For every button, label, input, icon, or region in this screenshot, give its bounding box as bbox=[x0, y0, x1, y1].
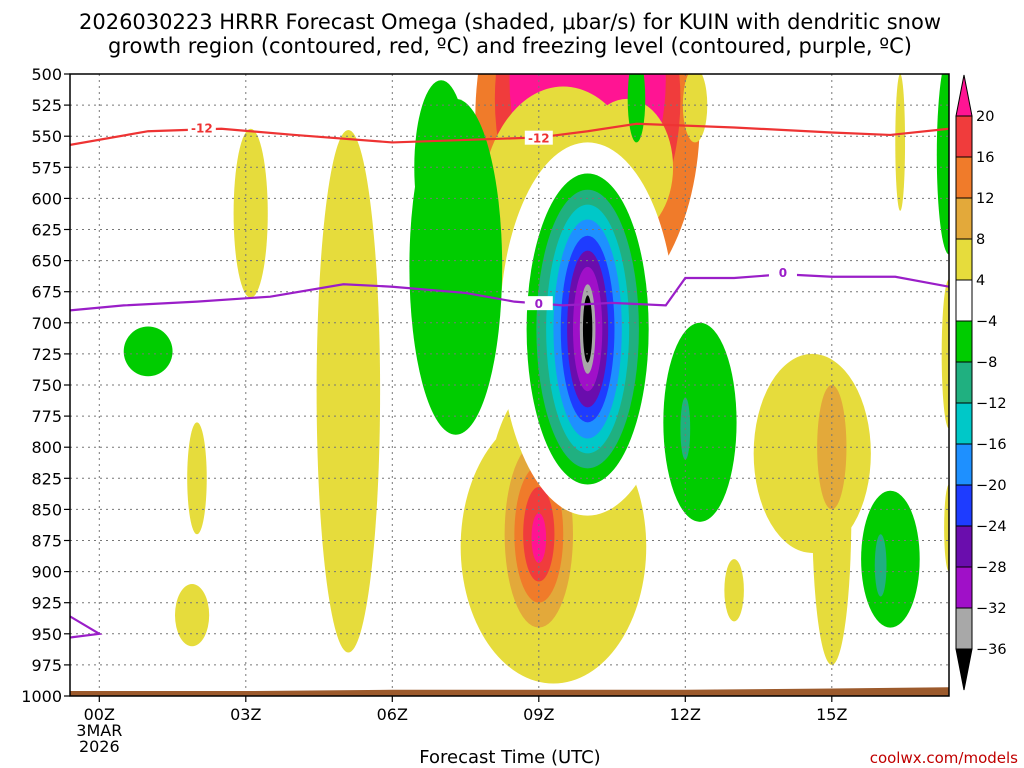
freezing-label-1: 0 bbox=[779, 266, 787, 280]
x-date-label: 3MAR bbox=[76, 721, 122, 740]
y-tick-label-13: 825 bbox=[31, 469, 62, 488]
colorbar: 20 16 12 8 4 −4 −8 −12 −16 −20 −24 −28 −32 −36 bbox=[955, 74, 1007, 691]
colorbar-label-3: 8 bbox=[976, 232, 985, 248]
y-tick-label-19: 975 bbox=[31, 656, 62, 675]
watermark: coolwx.com/models bbox=[870, 749, 1018, 767]
freezing-label-bg-0 bbox=[524, 296, 553, 311]
colorbar-segment-14 bbox=[955, 648, 973, 691]
colorbar-segment-10 bbox=[955, 484, 973, 527]
isotherm-label-bg-1 bbox=[524, 130, 553, 145]
y-tick-label-5: 625 bbox=[31, 221, 62, 240]
chart-title-line1: 2026030223 HRRR Forecast Omega (shaded, … bbox=[79, 10, 941, 34]
colorbar-segment-6 bbox=[955, 320, 973, 363]
y-tick-label-0: 500 bbox=[31, 65, 62, 84]
x-tick-label-4: 12Z bbox=[670, 705, 701, 724]
freezing-label-0: 0 bbox=[535, 297, 543, 311]
colorbar-segment-1 bbox=[955, 115, 973, 158]
colorbar-label-12: −32 bbox=[976, 601, 1007, 617]
omega-region-37 bbox=[861, 490, 920, 628]
omega-region-14 bbox=[174, 584, 210, 647]
colorbar-label-2: 12 bbox=[976, 191, 994, 207]
omega-region-38 bbox=[874, 534, 887, 597]
terrain-layer bbox=[70, 687, 949, 696]
y-tick-label-3: 575 bbox=[31, 158, 62, 177]
colorbar-label-6: −8 bbox=[976, 355, 997, 371]
omega-region-10 bbox=[531, 513, 547, 563]
colorbar-segment-4 bbox=[955, 238, 973, 281]
colorbar-label-9: −20 bbox=[976, 478, 1007, 494]
y-tick-label-6: 650 bbox=[31, 252, 62, 271]
omega-region-34 bbox=[414, 80, 468, 255]
colorbar-label-1: 16 bbox=[976, 150, 994, 166]
y-tick-label-1: 525 bbox=[31, 96, 62, 115]
gridlines bbox=[70, 74, 949, 696]
isotherm-label-0: -12 bbox=[191, 122, 213, 136]
colorbar-segment-13 bbox=[955, 607, 973, 650]
colorbar-segment-9 bbox=[955, 443, 973, 486]
terrain-surface bbox=[70, 687, 949, 696]
colorbar-segment-12 bbox=[955, 566, 973, 609]
omega-region-35 bbox=[663, 322, 737, 522]
freezing-level-line-low bbox=[70, 615, 103, 639]
freezing-level-line bbox=[70, 273, 949, 312]
y-tick-label-16: 900 bbox=[31, 563, 62, 582]
omega-region-41 bbox=[936, 74, 949, 255]
colorbar-label-11: −28 bbox=[976, 560, 1007, 576]
omega-core-32 bbox=[582, 295, 593, 363]
plot-area: -12 -12 0 0 bbox=[70, 74, 949, 696]
isotherm-label-bg-0 bbox=[187, 120, 216, 135]
y-tick-label-7: 675 bbox=[31, 283, 62, 302]
omega-region-40 bbox=[627, 74, 646, 143]
omega-region-20 bbox=[724, 559, 744, 622]
y-tick-label-10: 750 bbox=[31, 376, 62, 395]
colorbar-segment-5 bbox=[955, 279, 973, 322]
omega-region-21 bbox=[895, 74, 906, 211]
contour-layer: -12 -12 0 0 bbox=[70, 120, 949, 639]
isotherm-label-1: -12 bbox=[528, 132, 550, 146]
colorbar-label-13: −36 bbox=[976, 642, 1007, 658]
x-tick-label-5: 15Z bbox=[816, 705, 847, 724]
colorbar-label-4: 4 bbox=[976, 273, 985, 289]
y-axis: 500 525 550 575 600 625 650 675 700 725 750 775 800 8… bbox=[21, 65, 70, 706]
colorbar-segment-8 bbox=[955, 402, 973, 445]
x-tick-label-3: 09Z bbox=[523, 705, 554, 724]
y-tick-label-18: 950 bbox=[31, 625, 62, 644]
colorbar-label-0: 20 bbox=[976, 109, 994, 125]
y-tick-label-14: 850 bbox=[31, 500, 62, 519]
colorbar-segment-3 bbox=[955, 197, 973, 240]
x-tick-label-2: 06Z bbox=[377, 705, 408, 724]
y-tick-label-12: 800 bbox=[31, 438, 62, 457]
colorbar-segment-2 bbox=[955, 156, 973, 199]
omega-region-22 bbox=[941, 279, 949, 429]
colorbar-segment-0 bbox=[955, 74, 973, 117]
chart-title-line2: growth region (contoured, red, ºC) and f… bbox=[108, 34, 912, 58]
y-tick-label-8: 700 bbox=[31, 314, 62, 333]
y-tick-label-2: 550 bbox=[31, 127, 62, 146]
omega-region-39 bbox=[123, 326, 173, 377]
colorbar-label-5: −4 bbox=[976, 314, 997, 330]
x-tick-label-0: 00Z bbox=[84, 705, 115, 724]
y-tick-label-20: 1000 bbox=[21, 687, 62, 706]
y-tick-label-9: 725 bbox=[31, 345, 62, 364]
y-tick-label-15: 875 bbox=[31, 532, 62, 551]
x-axis-label: Forecast Time (UTC) bbox=[419, 747, 600, 768]
colorbar-segment-11 bbox=[955, 525, 973, 568]
colorbar-label-7: −12 bbox=[976, 396, 1007, 412]
colorbar-label-8: −16 bbox=[976, 437, 1007, 453]
x-tick-label-1: 03Z bbox=[230, 705, 261, 724]
colorbar-segment-7 bbox=[955, 361, 973, 404]
freezing-label-bg-1 bbox=[768, 265, 797, 280]
omega-region-11 bbox=[316, 129, 381, 653]
omega-region-12 bbox=[233, 128, 268, 298]
omega-region-23 bbox=[944, 484, 949, 572]
y-tick-label-11: 775 bbox=[31, 407, 62, 426]
omega-region-17 bbox=[753, 353, 871, 553]
colorbar-label-10: −24 bbox=[976, 519, 1007, 535]
y-tick-label-17: 925 bbox=[31, 594, 62, 613]
x-year-label: 2026 bbox=[79, 737, 120, 756]
y-tick-label-4: 600 bbox=[31, 189, 62, 208]
